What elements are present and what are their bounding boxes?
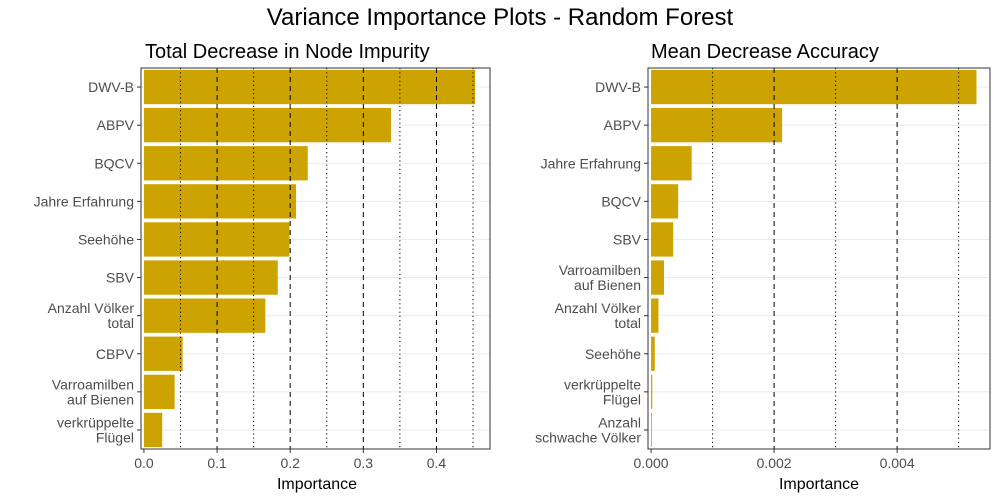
bar [143,146,308,181]
category-label: BQCV [94,155,134,171]
x-tick-label: 0.2 [280,455,300,471]
category-label: Varroamilben auf Bienen [52,376,134,407]
panel-border [140,67,491,450]
x-tick-label: 0.004 [880,455,915,471]
category-label: ABPV [97,117,135,133]
x-tick-label: 0.0 [134,455,154,471]
category-label: verkrüppelte Flügel [564,376,641,407]
panel-title: Total Decrease in Node Impurity [145,41,430,63]
bar [143,374,175,409]
x-tick-label: 0.3 [354,455,374,471]
plot-area [141,68,490,449]
category-label: DWV-B [595,79,641,95]
category-label: Anzahl schwache Völker [535,414,641,445]
category-label: verkrüppelte Flügel [57,414,134,445]
bar [651,69,977,105]
bar [651,412,652,448]
bar [651,108,783,143]
x-tick-label: 0.1 [207,455,227,471]
category-label: SBV [106,270,135,286]
bar [143,184,297,219]
x-tick-label: 0.000 [634,455,669,471]
category-label: SBV [613,231,642,247]
category-label: ABPV [604,117,642,133]
bar [651,222,674,257]
bar [651,374,653,409]
x-axis-title: Importance [277,476,357,493]
category-label: BQCV [601,193,641,209]
bar [143,69,476,105]
category-label: Anzahl Völker total [555,300,642,331]
category-label: DWV-B [88,79,134,95]
category-label: Seehöhe [78,231,134,247]
bar [651,184,679,219]
category-label: Seehöhe [585,346,641,362]
bar [651,146,692,181]
bar [143,260,278,295]
figure-title: Variance Importance Plots - Random Fores… [267,4,734,31]
category-label: Anzahl Völker total [48,300,135,331]
plot-area [648,68,990,449]
x-tick-label: 0.002 [757,455,792,471]
x-tick-label: 0.4 [427,455,447,471]
bar [651,260,664,295]
chart-panel-mean-decrease-accuracy: Mean Decrease Accuracy Importance DWV-B A… [535,41,991,493]
chart-panel-node-impurity: Total Decrease in Node Impurity Importan… [34,41,491,493]
category-label: Jahre Erfahrung [541,155,641,171]
bar [143,108,392,143]
bar [143,336,183,371]
category-label: Varroamilben auf Bienen [559,262,641,293]
panel-border [647,67,991,450]
category-label: CBPV [96,346,135,362]
bar [143,298,266,333]
bar [651,336,655,371]
bar [651,298,659,333]
panel-title: Mean Decrease Accuracy [651,41,879,63]
x-axis-title: Importance [779,476,859,493]
bar [143,412,163,448]
category-label: Jahre Erfahrung [34,193,134,209]
